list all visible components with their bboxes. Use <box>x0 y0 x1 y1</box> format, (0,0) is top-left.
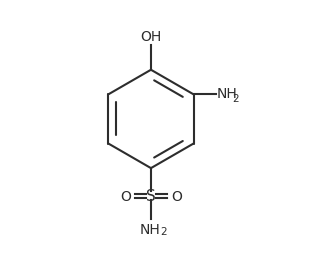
Text: 2: 2 <box>233 93 239 103</box>
Text: NH: NH <box>217 87 238 101</box>
Text: NH: NH <box>139 223 160 236</box>
Text: O: O <box>120 189 131 203</box>
Text: OH: OH <box>140 29 162 43</box>
Text: O: O <box>171 189 182 203</box>
Text: 2: 2 <box>161 226 167 236</box>
Text: S: S <box>146 189 156 203</box>
